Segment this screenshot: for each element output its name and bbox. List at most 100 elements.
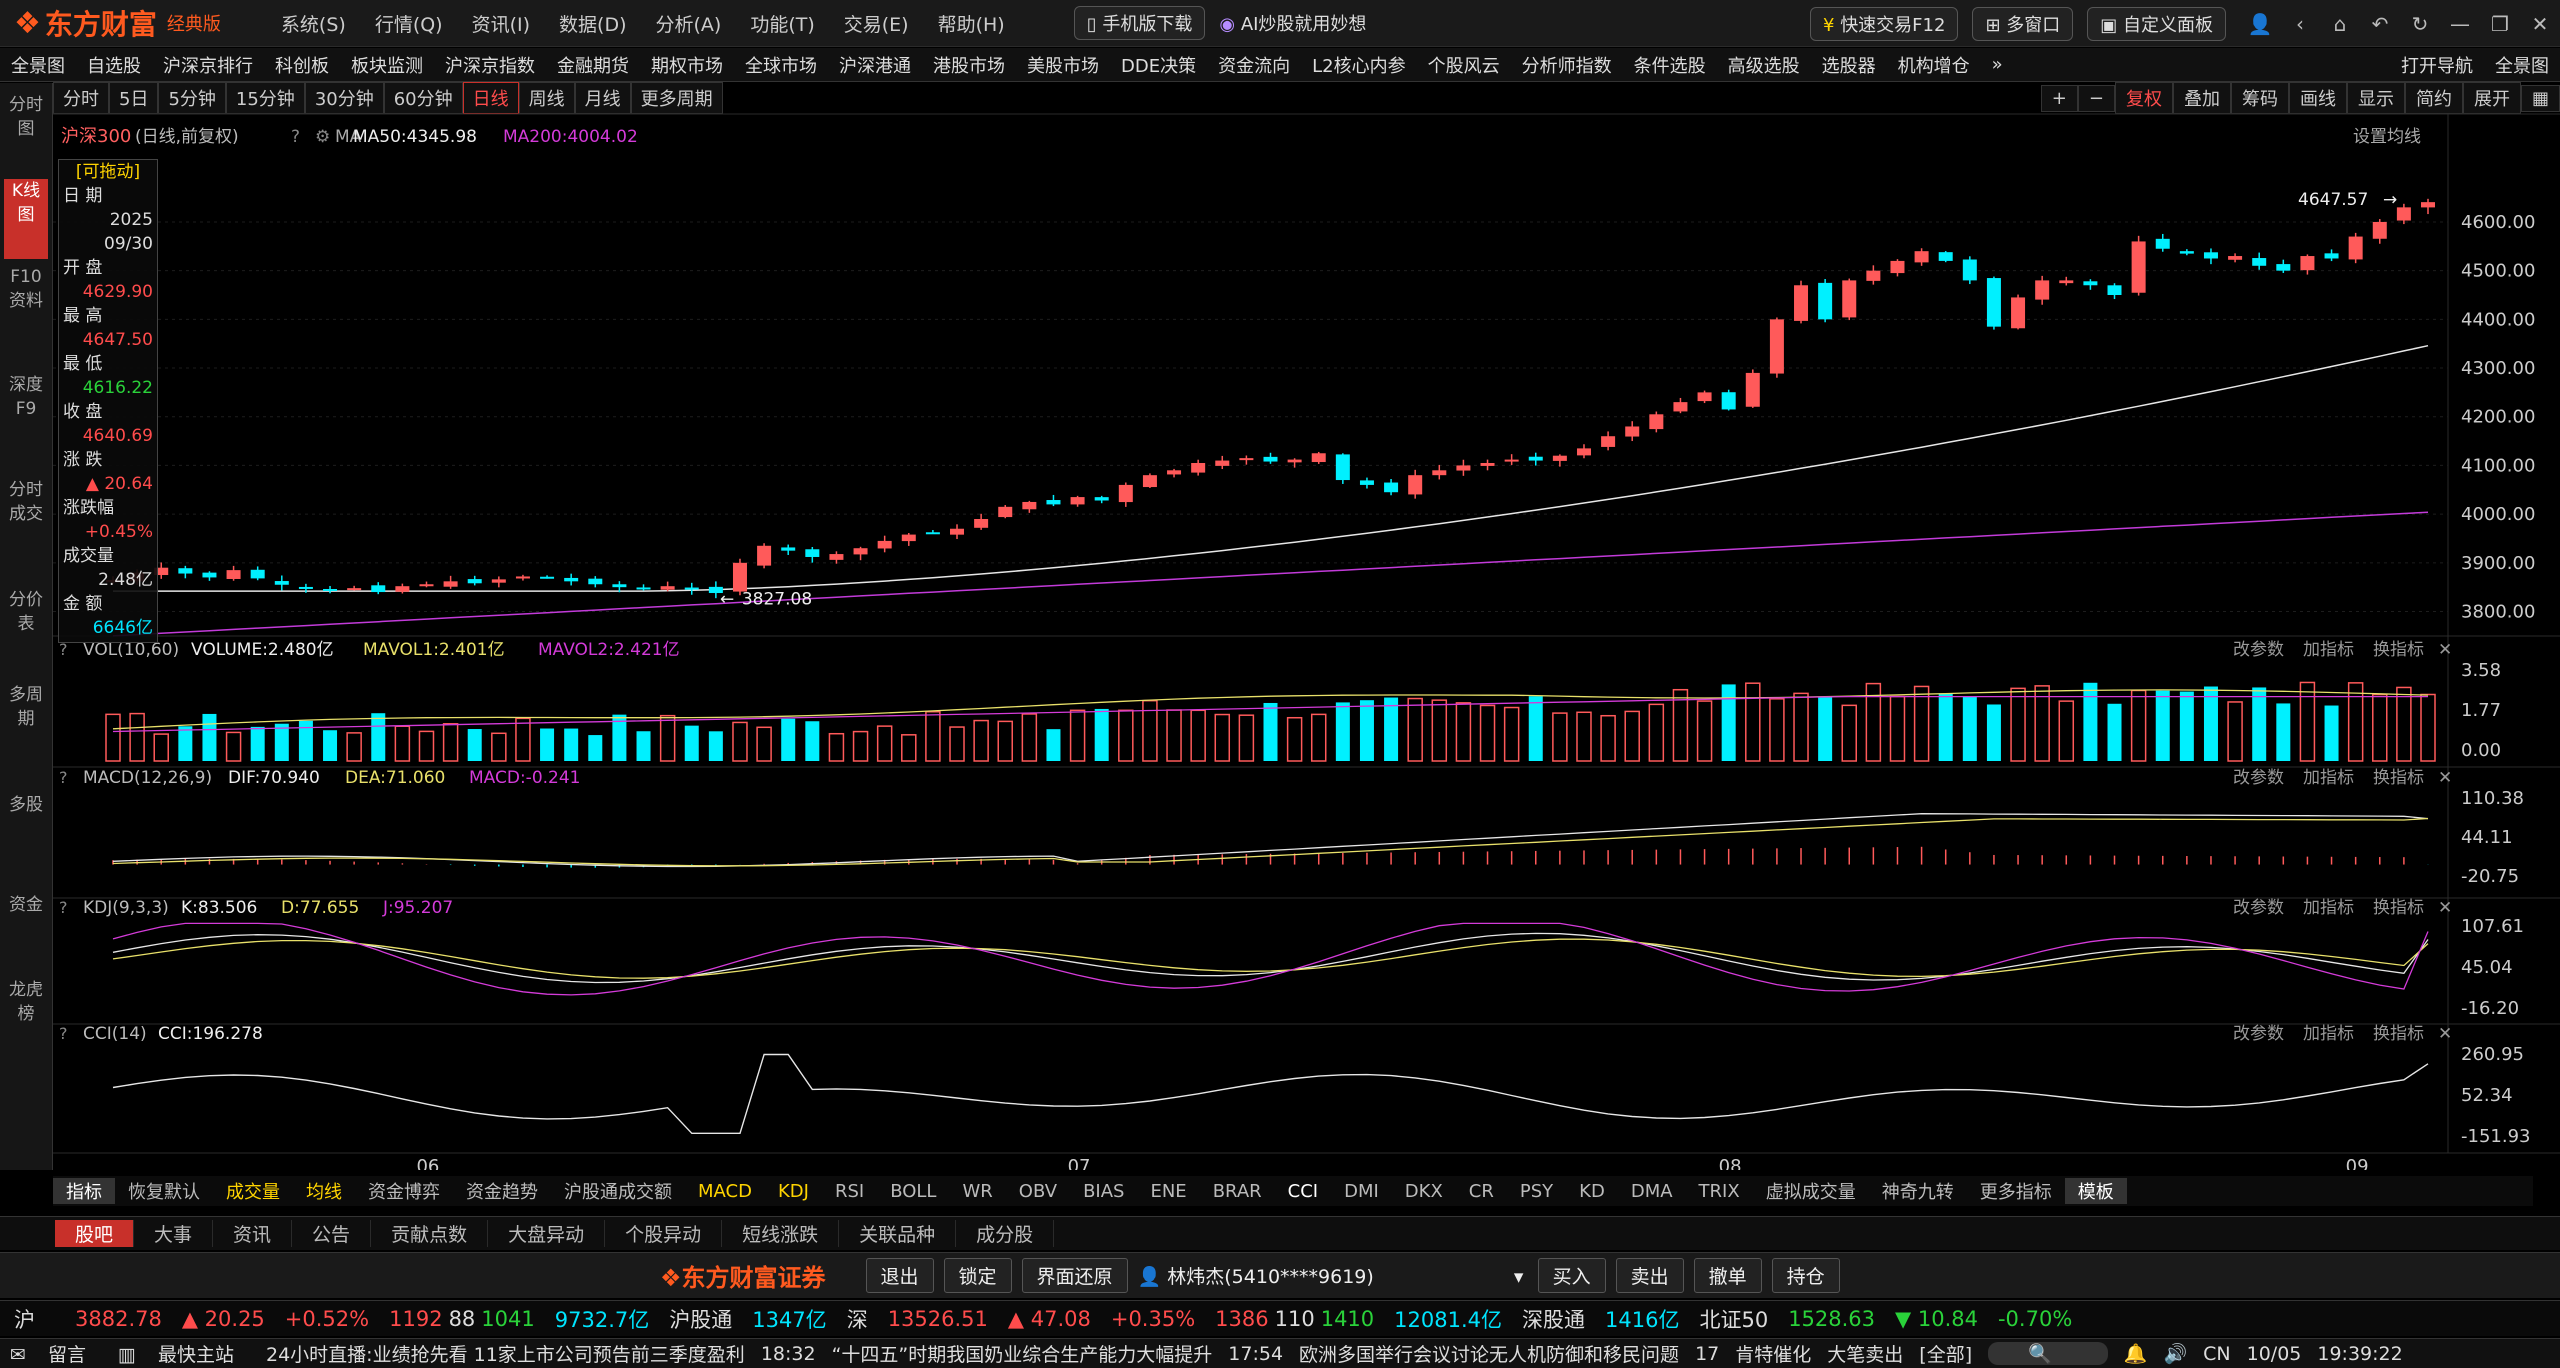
tab-f10[interactable]: F10资料 [9, 267, 43, 311]
ind-tab[interactable]: BRAR [1212, 1180, 1262, 1202]
pane-action-link[interactable]: 改参数 [2233, 640, 2284, 660]
nav-more[interactable]: » [1991, 54, 2003, 75]
nav-item[interactable]: 期权市场 [651, 55, 723, 77]
news-tab[interactable]: 公告 [292, 1220, 372, 1247]
simple-button[interactable]: 简约 [2404, 82, 2463, 114]
period-tab[interactable]: 周线 [518, 82, 575, 114]
ind-tab[interactable]: OBV [1018, 1180, 1058, 1202]
nav-item[interactable]: 全景图 [11, 55, 65, 77]
restore-icon[interactable]: ❐ [2491, 11, 2509, 36]
close-icon[interactable]: ✕ [2531, 11, 2549, 36]
ind-tab[interactable]: KD [1579, 1180, 1605, 1202]
nav-item[interactable]: DDE决策 [1121, 55, 1197, 77]
cancel-order-button[interactable]: 撤单 [1693, 1258, 1762, 1293]
nav-item[interactable]: 高级选股 [1727, 55, 1800, 77]
alert-stock[interactable]: 肯特催化 [1735, 1344, 1812, 1366]
sz-price[interactable]: 13526.51 [887, 1306, 988, 1331]
nav-item[interactable]: 沪深京指数 [445, 55, 535, 77]
ind-tab[interactable]: RSI [834, 1180, 865, 1202]
pane-action-link[interactable]: 改参数 [2233, 898, 2284, 918]
ind-tab[interactable]: TRIX [1698, 1180, 1740, 1202]
more-periods-dropdown[interactable]: 更多周期 [630, 82, 723, 114]
nav-item[interactable]: 板块监测 [351, 55, 423, 77]
ai-banner[interactable]: ◉ AI炒股就用妙想 [1219, 10, 1366, 36]
lock-button[interactable]: 锁定 [943, 1258, 1012, 1293]
sh-price[interactable]: 3882.78 [75, 1306, 162, 1331]
user-icon[interactable]: 👤 [2247, 11, 2273, 36]
all-alerts-link[interactable]: [全部] [1919, 1344, 1973, 1366]
ind-tab[interactable]: 更多指标 [1979, 1182, 2052, 1203]
nav-item[interactable]: 沪深港通 [839, 55, 911, 77]
ind-tab[interactable]: CCI [1287, 1180, 1319, 1202]
menu-trade[interactable]: 交易(E) [843, 13, 909, 36]
menu-market[interactable]: 行情(Q) [374, 13, 443, 36]
period-tab[interactable]: 分时 [53, 82, 109, 114]
grid-view-icon[interactable]: ▦ [2520, 84, 2560, 112]
chips-button[interactable]: 筹码 [2230, 82, 2289, 114]
nav-item[interactable]: 科创板 [275, 55, 329, 77]
tab-ticks[interactable]: 分时成交 [9, 480, 43, 524]
nav-item[interactable]: 自选股 [87, 55, 141, 77]
fastest-server-button[interactable]: ▥ 最快主站 [118, 1340, 250, 1367]
pane-action-link[interactable]: 换指标 [2373, 768, 2424, 788]
menu-system[interactable]: 系统(S) [280, 13, 346, 36]
multi-window-button[interactable]: ⊞ 多窗口 [1972, 6, 2074, 41]
arrow-left-icon[interactable]: ‹ [2296, 11, 2304, 36]
tab-kline[interactable]: K线图 [4, 179, 48, 259]
ind-tab[interactable]: KDJ [777, 1180, 809, 1202]
message-button[interactable]: ✉ 留言 [10, 1340, 102, 1367]
pane-action-link[interactable]: 改参数 [2233, 1024, 2284, 1044]
vol-help-icon[interactable]: ? [59, 640, 68, 659]
ind-tab[interactable]: MACD [698, 1180, 752, 1202]
template-tab[interactable]: 模板 [2064, 1178, 2127, 1204]
ma-settings-link[interactable]: 设置均线 [2353, 127, 2421, 147]
news-tab[interactable]: 股吧 [55, 1220, 135, 1247]
pane-action-link[interactable]: 加指标 [2303, 1024, 2354, 1044]
kline-chart[interactable]: 沪深300 (日线,前复权) ⚙ ? MA MA50:4345.98 MA200… [53, 83, 2560, 1170]
language-label[interactable]: CN [2203, 1342, 2231, 1365]
ind-tab[interactable]: DMA [1630, 1180, 1673, 1202]
nav-item[interactable]: L2核心内参 [1312, 55, 1406, 77]
period-tab[interactable]: 30分钟 [304, 82, 384, 114]
kdj-help-icon[interactable]: ? [59, 898, 68, 917]
ind-tab[interactable]: 指标 [53, 1178, 115, 1204]
period-tab[interactable]: 60分钟 [383, 82, 463, 114]
tab-multi-period[interactable]: 多周期 [9, 685, 43, 729]
menu-analysis[interactable]: 分析(A) [655, 13, 722, 36]
ind-tab[interactable]: 虚拟成交量 [1765, 1182, 1856, 1203]
display-dropdown[interactable]: 显示 [2346, 82, 2405, 114]
ind-tab[interactable]: PSY [1519, 1180, 1554, 1202]
tab-dragon-tiger[interactable]: 龙虎榜 [9, 980, 43, 1024]
overlay-dropdown[interactable]: 叠加 [2172, 82, 2231, 114]
period-tab-daily[interactable]: 日线 [462, 82, 519, 114]
news-tab[interactable]: 短线涨跌 [722, 1220, 840, 1247]
reset-layout-button[interactable]: 界面还原 [1021, 1258, 1128, 1293]
nav-item[interactable]: 沪深京排行 [163, 55, 253, 77]
bell-icon[interactable]: 🔔 [2123, 1343, 2148, 1365]
ind-tab[interactable]: DKX [1404, 1180, 1443, 1202]
nav-item[interactable]: 资金流向 [1218, 55, 1291, 77]
news-tab[interactable]: 关联品种 [839, 1220, 957, 1247]
account-select[interactable]: 👤 林炜杰(5410****9619) ▾ [1138, 1262, 1538, 1289]
zoom-out-button[interactable]: − [2077, 84, 2115, 112]
logout-button[interactable]: 退出 [865, 1258, 934, 1293]
tab-depth[interactable]: 深度F9 [9, 375, 43, 419]
help-icon[interactable]: ? [291, 127, 300, 147]
ind-tab[interactable]: 神奇九转 [1881, 1182, 1954, 1203]
nav-item[interactable]: 港股市场 [933, 55, 1005, 77]
news-tab[interactable]: 资讯 [213, 1220, 293, 1247]
ticker-news[interactable]: “十四五”时期我国奶业综合生产能力大幅提升 [831, 1344, 1213, 1366]
menu-data[interactable]: 数据(D) [559, 13, 627, 36]
news-tab[interactable]: 大盘异动 [488, 1220, 606, 1247]
ind-tab[interactable]: 资金趋势 [466, 1182, 538, 1203]
ind-tab[interactable]: 资金博弈 [368, 1182, 440, 1203]
open-nav-button[interactable]: 打开导航 [2401, 55, 2473, 77]
adjust-dropdown[interactable]: 复权 [2114, 82, 2173, 114]
ind-tab[interactable]: 恢复默认 [128, 1182, 200, 1203]
buy-button[interactable]: 买入 [1537, 1258, 1606, 1293]
minimize-icon[interactable]: — [2450, 11, 2470, 36]
refresh-icon[interactable]: ↻ [2411, 11, 2429, 36]
tab-price-volume[interactable]: 分价表 [9, 590, 43, 634]
news-tab[interactable]: 大事 [134, 1220, 214, 1247]
ticker-news[interactable]: 业绩抢先看 11家上市公司预告前三季度盈利 [372, 1344, 745, 1366]
